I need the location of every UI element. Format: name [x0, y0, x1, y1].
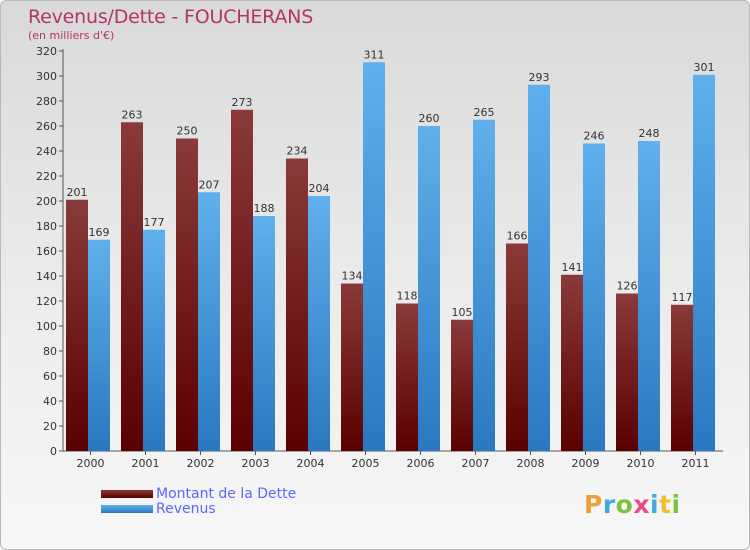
legend-swatch-dette: [101, 490, 153, 498]
x-tick-label: 2008: [517, 457, 545, 470]
legend-label-revenus: Revenus: [156, 501, 216, 517]
data-label-revenus: 246: [584, 130, 605, 143]
x-tick-label: 2003: [242, 457, 270, 470]
data-label-revenus: 301: [694, 61, 715, 74]
data-label-dette: 126: [617, 280, 638, 293]
legend-swatch-revenus: [101, 505, 153, 513]
bar-revenus: [198, 192, 220, 451]
bar-dette: [231, 109, 253, 451]
y-tick-label: 280: [36, 95, 57, 108]
bar-revenus: [253, 216, 275, 451]
logo-letter: r: [602, 490, 616, 519]
bar-dette: [176, 138, 198, 451]
logo-letter: o: [615, 490, 634, 519]
bar-revenus: [88, 239, 110, 451]
x-tick-label: 2011: [682, 457, 710, 470]
y-tick-label: 100: [36, 320, 57, 333]
data-label-dette: 105: [452, 306, 473, 319]
data-label-dette: 263: [122, 108, 143, 121]
logo-letter: P: [584, 490, 603, 519]
data-label-dette: 273: [232, 96, 253, 109]
data-label-dette: 141: [562, 261, 583, 274]
logo-letter: i: [671, 490, 681, 519]
bar-revenus: [418, 126, 440, 451]
bar-revenus: [363, 62, 385, 451]
bar-revenus: [638, 141, 660, 451]
logo-letter: x: [633, 490, 650, 519]
x-tick-label: 2009: [572, 457, 600, 470]
y-tick-label: 40: [43, 395, 57, 408]
bar-revenus: [528, 84, 550, 451]
data-label-revenus: 188: [254, 202, 275, 215]
legend-label-dette: Montant de la Dette: [156, 486, 297, 502]
data-label-dette: 134: [342, 270, 363, 283]
bar-revenus: [693, 74, 715, 451]
y-tick-label: 260: [36, 120, 57, 133]
y-tick-label: 0: [50, 445, 57, 458]
logo-letter: t: [659, 490, 672, 519]
proxiti-logo: Proxiti: [584, 490, 681, 519]
x-tick-label: 2007: [462, 457, 490, 470]
x-tick-label: 2005: [352, 457, 380, 470]
x-tick-label: 2002: [187, 457, 215, 470]
data-label-dette: 234: [287, 145, 308, 158]
data-label-dette: 250: [177, 125, 198, 138]
data-label-revenus: 177: [144, 216, 165, 229]
bar-dette: [561, 274, 583, 451]
data-label-revenus: 260: [419, 112, 440, 125]
y-tick-label: 240: [36, 145, 57, 158]
data-label-dette: 117: [672, 291, 693, 304]
bar-dette: [671, 304, 693, 451]
y-tick-label: 80: [43, 345, 57, 358]
y-tick-label: 140: [36, 270, 57, 283]
x-axis: 2000 2001 2002 2003 2004 2005 2006 2007 2008 2009…: [63, 450, 723, 470]
data-label-revenus: 293: [529, 71, 550, 84]
y-tick-label: 220: [36, 170, 57, 183]
bar-dette: [451, 319, 473, 451]
bar-dette: [286, 158, 308, 451]
data-label-revenus: 311: [364, 48, 385, 61]
bar-dette: [66, 199, 88, 451]
x-tick-label: 2006: [407, 457, 435, 470]
bar-dette: [506, 243, 528, 451]
y-tick-label: 60: [43, 370, 57, 383]
data-label-dette: 201: [67, 186, 88, 199]
bar-revenus: [583, 143, 605, 451]
y-tick-label: 300: [36, 70, 57, 83]
y-tick-label: 120: [36, 295, 57, 308]
logo-letter: i: [650, 490, 660, 519]
chart-subtitle: (en milliers d'€): [28, 29, 115, 42]
bar-revenus: [143, 229, 165, 451]
bar-dette: [121, 122, 143, 451]
y-tick-label: 180: [36, 220, 57, 233]
x-tick-label: 2000: [77, 457, 105, 470]
bars: [66, 62, 715, 451]
bar-dette: [396, 303, 418, 451]
y-tick-label: 20: [43, 420, 57, 433]
data-label-revenus: 207: [199, 178, 220, 191]
data-label-revenus: 265: [474, 106, 495, 119]
bar-dette: [616, 293, 638, 451]
x-tick-label: 2001: [132, 457, 160, 470]
bar-revenus: [473, 119, 495, 451]
data-labels: 201 169 263 177 250 207 273 188 234 204 134 311 118 2…: [67, 48, 715, 319]
data-label-revenus: 204: [309, 182, 330, 195]
x-tick-label: 2010: [627, 457, 655, 470]
chart-title: Revenus/Dette - FOUCHERANS: [28, 6, 314, 28]
y-axis: 0 20 40 60 80 100 120 140 160 180 200 220 240 260 280 3…: [36, 45, 64, 458]
data-label-revenus: 169: [89, 226, 110, 239]
bar-revenus: [308, 196, 330, 451]
data-label-dette: 118: [397, 290, 418, 303]
bar-dette: [341, 283, 363, 451]
y-tick-label: 200: [36, 195, 57, 208]
x-tick-label: 2004: [297, 457, 325, 470]
data-label-revenus: 248: [639, 127, 660, 140]
y-tick-label: 320: [36, 45, 57, 58]
y-tick-label: 160: [36, 245, 57, 258]
data-label-dette: 166: [507, 230, 528, 243]
